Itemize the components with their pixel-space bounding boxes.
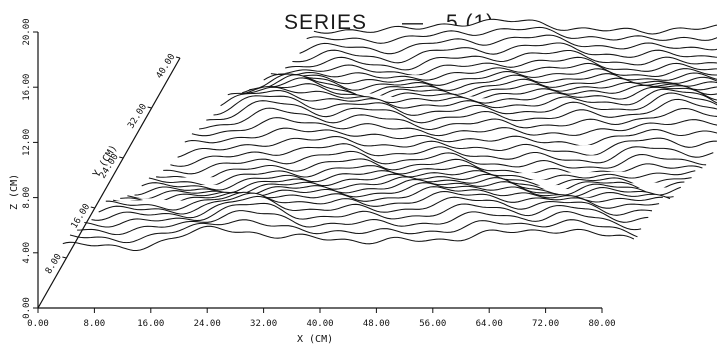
x-tick-label: 24.00 [194, 319, 221, 329]
z-tick-label: 8.00 [22, 187, 32, 209]
z-tick-label: 20.00 [22, 18, 32, 45]
profile-line [227, 86, 717, 104]
x-tick-label: 48.00 [363, 319, 390, 329]
y-tick-label: 32.00 [126, 102, 149, 130]
profile-line [213, 92, 717, 116]
x-tick-label: 72.00 [532, 319, 559, 329]
z-tick-label: 4.00 [22, 242, 32, 264]
profile-line [206, 98, 717, 124]
profile-lines [62, 18, 717, 332]
profile-mask [62, 226, 634, 332]
profile-line [285, 49, 717, 71]
z-tick-label: 12.00 [22, 129, 32, 156]
z-tick-label: 16.00 [22, 74, 32, 101]
y-tick-mark [90, 206, 95, 209]
profile-line [313, 18, 717, 35]
x-tick-label: 80.00 [588, 319, 615, 329]
profile-line [292, 42, 717, 64]
y-tick-mark [119, 156, 124, 159]
y-tick-mark [62, 256, 67, 259]
profile-line [163, 150, 707, 175]
x-tick-label: 32.00 [250, 319, 277, 329]
y-tick-label: 8.00 [44, 252, 64, 276]
x-tick-label: 40.00 [306, 319, 333, 329]
profile-line [69, 219, 638, 244]
profile-line [184, 127, 717, 147]
profile-line [148, 164, 696, 187]
x-tick-label: 56.00 [419, 319, 446, 329]
y-axis [37, 57, 181, 309]
y-tick-mark [175, 56, 181, 59]
profile-line [62, 225, 635, 252]
z-tick-label: 0.00 [22, 297, 32, 319]
profile-line [299, 34, 717, 58]
profile-line [199, 107, 717, 131]
x-tick-label: 8.00 [84, 319, 106, 329]
y-tick-label: 40.00 [155, 52, 178, 80]
x-tick-label: 16.00 [137, 319, 164, 329]
x-tick-label: 0.00 [27, 319, 49, 329]
chart-title: SERIES [284, 11, 367, 34]
z-axis-label: Z (CM) [9, 174, 20, 210]
x-tick-label: 64.00 [476, 319, 503, 329]
profile-line [105, 186, 663, 211]
x-axis-ticks: 0.00 8.00 16.00 24.00 32.00 40.00 48.00 56.00 64… [27, 308, 616, 329]
x-axis-label: X (CM) [297, 334, 333, 345]
profile-line [306, 26, 717, 45]
z-axis-ticks: 0.00 4.00 8.00 12.00 16.00 20.00 [22, 18, 38, 319]
y-tick-mark [147, 106, 152, 109]
